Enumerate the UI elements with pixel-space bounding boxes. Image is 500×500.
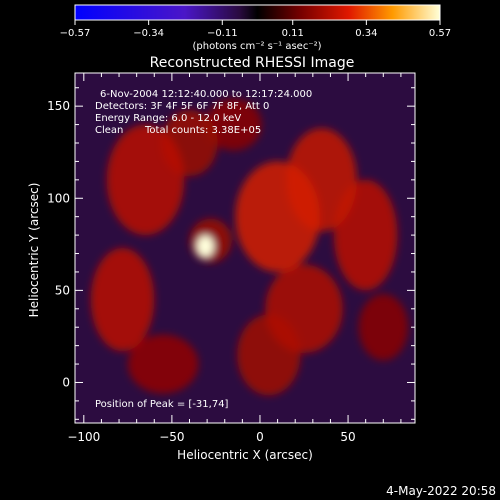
- y-axis: 0 50 100 150: [47, 87, 415, 420]
- annotation-total-counts: Total counts: 3.38E+05: [144, 125, 261, 136]
- colorbar-unit-label: (photons cm⁻² s⁻¹ asec⁻²): [192, 41, 321, 52]
- colorbar-tick-label: −0.57: [60, 28, 91, 39]
- annotation-method: Clean: [95, 125, 123, 136]
- emission-source: [106, 124, 185, 236]
- emission-source: [90, 248, 155, 352]
- annotations: 6-Nov-2004 12:12:40.000 to 12:17:24.000 …: [95, 89, 312, 410]
- footer-date: 4-May-2022 20:58: [386, 484, 496, 498]
- y-tick-label: 100: [47, 191, 70, 205]
- x-tick-label: 0: [256, 430, 264, 444]
- plot-frame: [74, 72, 416, 424]
- emission-source: [196, 235, 215, 258]
- colorbar: −0.57 −0.34 −0.11 0.11 0.34 0.57 (photons cm⁻…: [60, 4, 451, 52]
- emission-source: [235, 161, 320, 272]
- x-tick-label: −50: [159, 430, 184, 444]
- x-tick-label: 50: [340, 430, 355, 444]
- annotation-detectors: Detectors: 3F 4F 5F 6F 7F 8F, Att 0: [95, 101, 269, 112]
- x-tick-label: −100: [67, 430, 100, 444]
- chart-title: Reconstructed RHESSI Image: [150, 55, 355, 71]
- emission-source: [205, 98, 262, 151]
- colorbar-tick-label: 0.57: [429, 28, 451, 39]
- x-axis-label: Heliocentric X (arcsec): [177, 448, 313, 462]
- colorbar-tick-label: −0.34: [133, 28, 164, 39]
- colorbar-tick-label: −0.11: [207, 28, 238, 39]
- annotation-time-range: 6-Nov-2004 12:12:40.000 to 12:17:24.000: [100, 89, 312, 100]
- y-tick-label: 0: [62, 375, 70, 389]
- colorbar-ticks: −0.57 −0.34 −0.11 0.11 0.34 0.57: [60, 20, 451, 39]
- heatmap-emission: [90, 98, 408, 396]
- y-axis-label: Heliocentric Y (arcsec): [27, 183, 41, 318]
- colorbar-tick-label: 0.11: [282, 28, 304, 39]
- y-tick-label: 50: [55, 283, 70, 297]
- plot-area: [75, 73, 415, 423]
- colorbar-gradient: [74, 4, 441, 21]
- colorbar-tick-label: 0.34: [355, 28, 377, 39]
- emission-source: [358, 294, 408, 361]
- emission-source: [265, 264, 343, 353]
- annotation-peak-position: Position of Peak = [-31,74]: [95, 399, 229, 410]
- emission-source: [127, 334, 199, 394]
- annotation-energy-range: Energy Range: 6.0 - 12.0 keV: [95, 113, 241, 124]
- x-axis: −100 −50 0 50: [67, 73, 402, 444]
- y-tick-label: 150: [47, 99, 70, 113]
